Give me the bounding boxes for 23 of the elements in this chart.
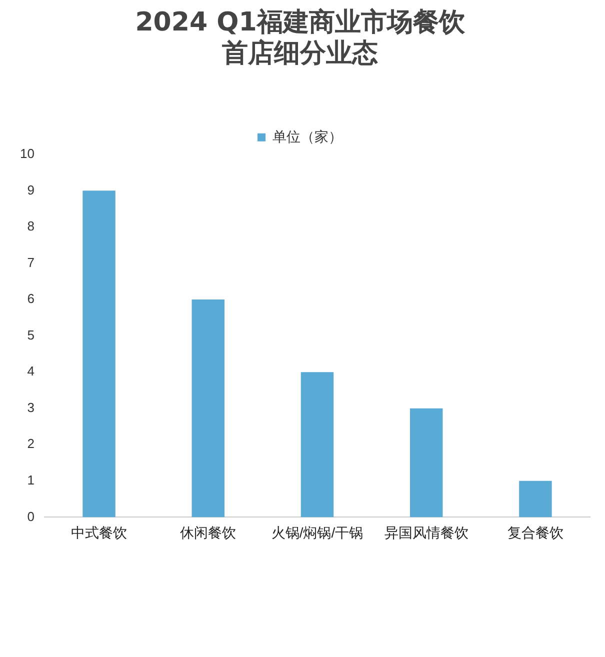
y-tick-label: 1 <box>27 472 34 488</box>
y-tick-label: 10 <box>20 146 34 161</box>
y-tick-label: 7 <box>27 254 34 270</box>
y-tick-label: 2 <box>27 436 34 452</box>
y-tick-label: 8 <box>27 218 34 234</box>
y-tick-label: 0 <box>27 508 34 524</box>
bar <box>519 480 552 518</box>
y-tick-label: 9 <box>27 182 34 198</box>
x-tick-label: 复合餐饮 <box>507 524 564 540</box>
y-tick-label: 6 <box>27 291 34 306</box>
y-tick-label: 5 <box>27 327 34 342</box>
y-tick-label: 4 <box>27 364 34 379</box>
x-tick-label: 火锅/焖锅/干锅 <box>271 524 364 540</box>
x-tick-label: 中式餐饮 <box>71 524 128 540</box>
x-tick-label: 异国风情餐饮 <box>384 524 468 540</box>
x-tick-label: 休闲餐饮 <box>180 524 236 540</box>
bar <box>82 190 116 518</box>
chart-title: 2024 Q1福建商业市场餐饮首店细分业态 <box>135 7 466 69</box>
bar <box>410 408 443 518</box>
y-tick-label: 3 <box>27 400 34 415</box>
bar <box>192 300 224 518</box>
legend-label: 单位（家） <box>272 128 342 144</box>
bar <box>300 372 334 518</box>
